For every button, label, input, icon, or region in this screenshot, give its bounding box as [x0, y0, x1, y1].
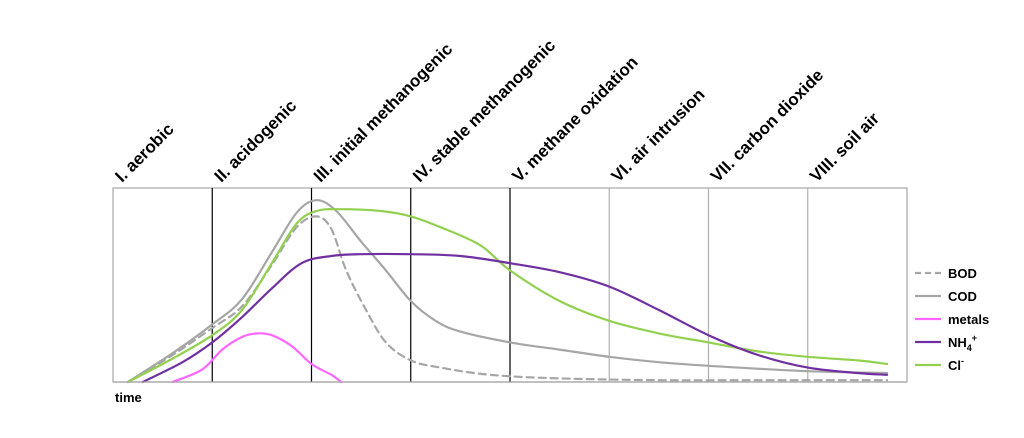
data-series [126, 199, 889, 384]
phase-dividers [211, 188, 809, 382]
series-line-nh [141, 252, 889, 384]
series-line-bod [126, 215, 889, 384]
series-line-cod [126, 199, 889, 384]
legend-label-subscript: 4 [967, 343, 972, 353]
phase-label: II. acidogenic [211, 96, 301, 186]
legend-label-superscript: - [961, 356, 964, 366]
legend-label: Cl- [948, 356, 964, 373]
series-line-metals [171, 332, 343, 384]
legend: BOD COD metals NH4+ Cl- [915, 266, 989, 373]
phase-label: I. aerobic [111, 120, 177, 186]
phase-label: VI. air intrusion [608, 85, 709, 186]
phase-label: VIII. soil air [806, 109, 883, 186]
legend-label: metals [948, 312, 989, 327]
legend-label-base: BOD [948, 266, 977, 281]
legend-label-superscript: + [972, 333, 977, 343]
legend-label: NH4+ [948, 333, 977, 353]
legend-label: COD [948, 289, 977, 304]
legend-label-base: COD [948, 289, 977, 304]
legend-label-base: NH [948, 335, 967, 350]
legend-label: BOD [948, 266, 977, 281]
x-axis-label: time [115, 390, 142, 405]
legend-label-base: Cl [948, 358, 961, 373]
phase-labels: I. aerobic II. acidogenic III. initial met… [111, 36, 883, 186]
phase-label: VII. carbon dioxide [707, 66, 827, 186]
legend-label-base: metals [948, 312, 989, 327]
series-line-cl [126, 208, 889, 384]
